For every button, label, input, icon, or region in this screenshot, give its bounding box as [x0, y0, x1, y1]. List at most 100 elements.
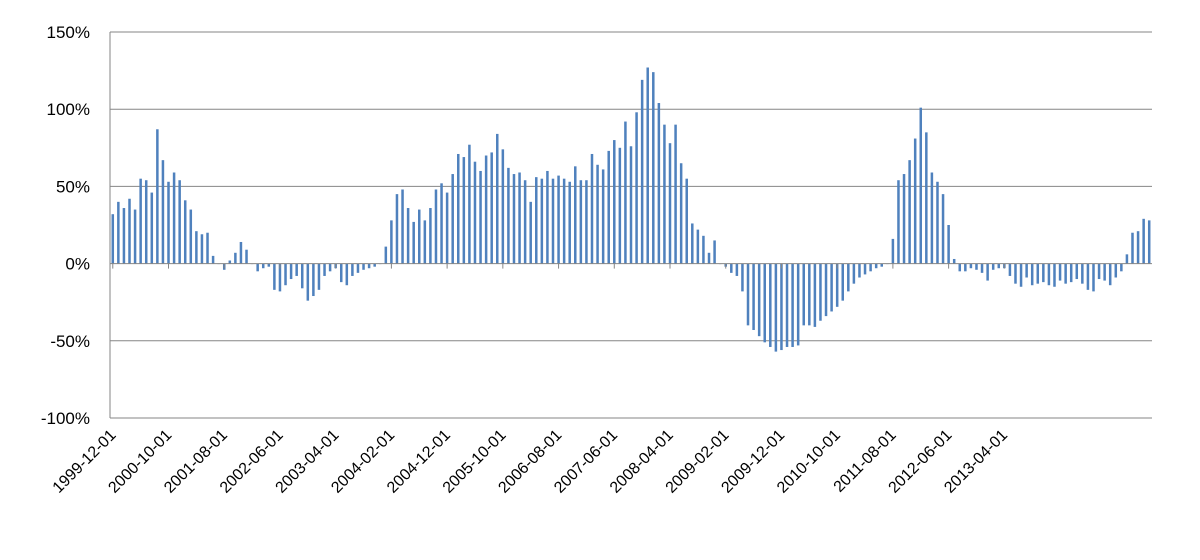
bar [440, 183, 443, 264]
bar [133, 209, 137, 264]
bar [613, 140, 616, 264]
bar [802, 263, 805, 326]
bar [562, 178, 566, 264]
bar [161, 160, 165, 264]
bar [746, 263, 750, 326]
bar [707, 252, 711, 264]
bar [913, 138, 917, 264]
bar [273, 263, 276, 290]
bar [206, 232, 209, 264]
bar [835, 263, 839, 307]
bar [1142, 218, 1145, 264]
bar [1136, 231, 1140, 264]
bar [1131, 232, 1134, 264]
bar [289, 263, 293, 280]
bar [991, 263, 995, 270]
bar [183, 200, 187, 264]
bar [769, 263, 772, 347]
bar [601, 169, 605, 264]
bar [1147, 220, 1151, 264]
bar [624, 121, 627, 264]
bar [579, 180, 583, 264]
bar [418, 209, 421, 264]
bar [445, 192, 449, 264]
bar [189, 209, 193, 264]
bar [652, 72, 655, 264]
bar [713, 240, 716, 264]
bar [367, 263, 371, 269]
bar [702, 235, 705, 264]
bar [362, 263, 365, 270]
bar [757, 263, 761, 337]
bar [925, 132, 928, 264]
bar [964, 263, 967, 272]
bar [657, 103, 661, 264]
bar [668, 143, 672, 264]
bar [908, 160, 911, 264]
bar [735, 263, 739, 276]
bar [785, 263, 789, 347]
bar [144, 180, 148, 264]
bar [239, 241, 243, 264]
bar [1047, 263, 1051, 286]
bar [462, 157, 466, 264]
axes [109, 32, 1152, 418]
bar [245, 249, 248, 264]
bar [234, 252, 237, 264]
bar [551, 178, 555, 264]
bar [295, 263, 298, 276]
bar [674, 124, 677, 264]
bar [473, 161, 477, 264]
bar [780, 263, 783, 351]
bar [156, 129, 159, 264]
bar [256, 263, 259, 272]
bar [496, 133, 499, 264]
bar [986, 263, 989, 281]
bar [1058, 263, 1062, 281]
bar [679, 163, 683, 264]
bar [847, 263, 850, 292]
y-tick-label: 150% [47, 23, 90, 42]
bar [980, 263, 984, 273]
bar [1120, 263, 1123, 272]
bar [774, 263, 778, 352]
bar [523, 180, 527, 264]
bar [211, 255, 215, 264]
bar [874, 263, 878, 269]
bar [1114, 263, 1118, 278]
bar [808, 263, 811, 326]
bar [300, 263, 304, 289]
bar [351, 263, 354, 276]
bar [128, 198, 131, 264]
bar [891, 238, 895, 264]
bar [317, 263, 321, 290]
bar [323, 263, 326, 276]
bar [172, 172, 176, 264]
bar [178, 180, 181, 264]
bar [618, 147, 622, 264]
bar [412, 221, 415, 264]
bar [278, 263, 282, 292]
bar [339, 263, 343, 283]
bar [819, 263, 822, 321]
bar [1069, 263, 1073, 283]
bar [752, 263, 755, 330]
bar [919, 107, 923, 264]
bar [451, 174, 454, 264]
bars [111, 67, 1151, 352]
bar [434, 189, 438, 264]
bar [858, 263, 861, 278]
bar [930, 172, 934, 264]
bar [952, 258, 956, 264]
bar [813, 263, 817, 327]
bar [535, 177, 538, 264]
bar [479, 170, 482, 264]
bar [1081, 263, 1084, 284]
bar [1036, 263, 1040, 284]
bar [763, 263, 766, 343]
bar [646, 67, 649, 264]
bar [384, 246, 388, 264]
bar [691, 223, 694, 264]
y-tick-label: 0% [65, 255, 90, 274]
